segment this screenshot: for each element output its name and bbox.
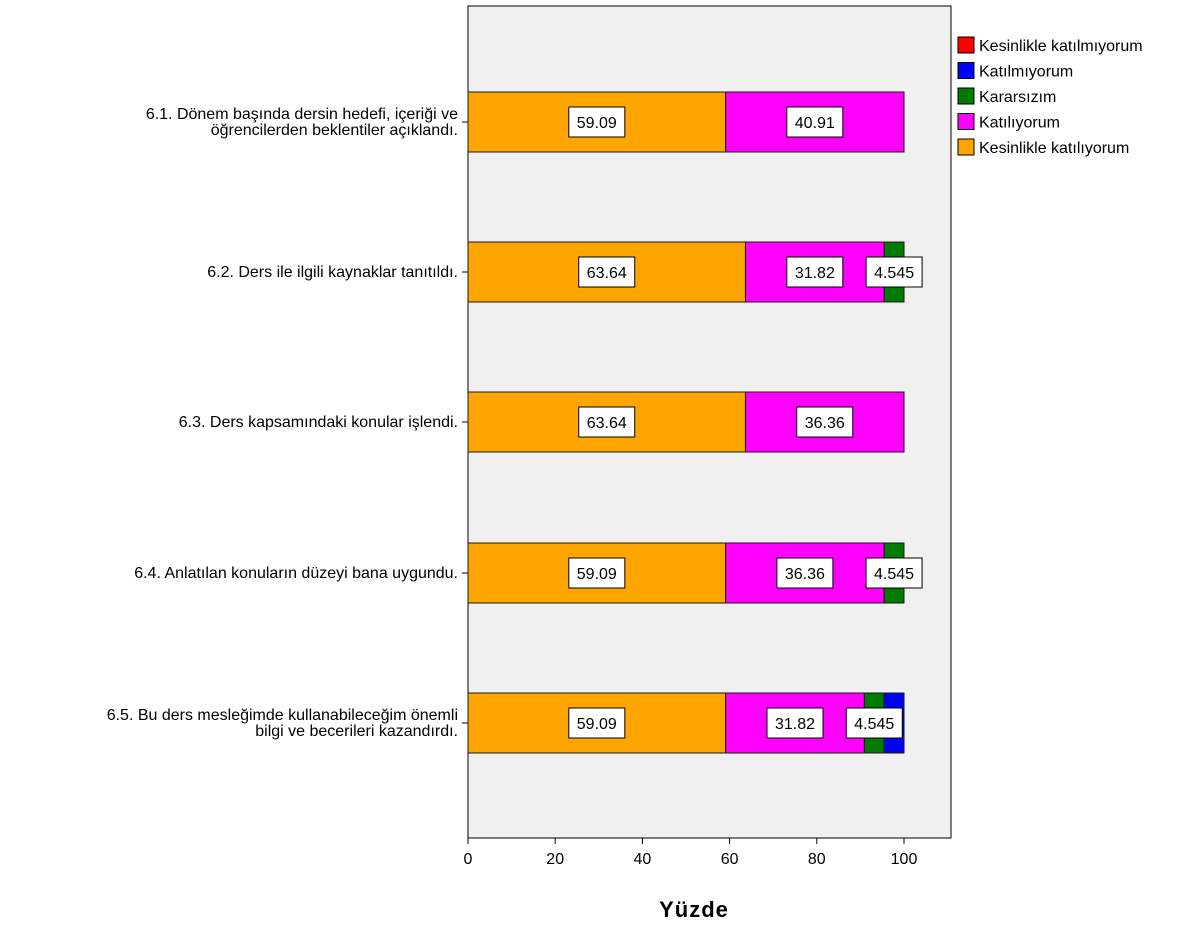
data-label-box <box>766 707 824 739</box>
data-label: 4.545 <box>854 716 894 733</box>
x-tick-label: 40 <box>634 851 652 868</box>
category-label: 6.1. Dönem başında dersin hedefi, içeriğ… <box>146 106 458 123</box>
legend-label: Katılmıyorum <box>979 64 1073 81</box>
legend-label: Kararsızım <box>979 89 1056 106</box>
data-label-box <box>568 557 626 589</box>
category-label: öğrencilerden beklentiler açıklandı. <box>211 122 458 139</box>
x-tick-label: 60 <box>721 851 739 868</box>
x-tick-label: 20 <box>546 851 564 868</box>
legend-swatch <box>957 36 975 54</box>
category-label: 6.2. Ders ile ilgili kaynaklar tanıtıldı… <box>207 264 458 281</box>
legend-swatch <box>957 62 975 79</box>
x-tick-label: 100 <box>891 851 918 868</box>
data-label-box <box>568 106 626 138</box>
data-label: 36.36 <box>785 566 825 583</box>
data-label: 59.09 <box>577 566 617 583</box>
category-label: bilgi ve becerileri kazandırdı. <box>255 723 458 740</box>
data-label-box <box>568 707 626 739</box>
legend-swatch <box>957 138 975 156</box>
data-label-box <box>796 406 854 438</box>
data-label: 4.545 <box>874 265 914 282</box>
x-tick-label: 80 <box>808 851 826 868</box>
data-label: 59.09 <box>577 716 617 733</box>
x-axis-title: Yüzde <box>659 897 729 922</box>
legend-label: Kesinlikle katılıyorum <box>979 140 1129 157</box>
data-label-box <box>578 406 636 438</box>
legend-swatch <box>957 87 975 105</box>
x-tick-label: 0 <box>464 851 473 868</box>
data-label-box <box>786 256 844 288</box>
data-label-box <box>776 557 834 589</box>
legend-swatch <box>957 113 975 130</box>
data-label: 31.82 <box>795 265 835 282</box>
data-label-box <box>578 256 636 288</box>
category-label: 6.3. Ders kapsamındaki konular işlendi. <box>179 414 458 431</box>
legend-label: Katılıyorum <box>979 115 1060 132</box>
category-label: 6.5. Bu ders mesleğimde kullanabileceğim… <box>107 707 458 724</box>
data-label-box <box>865 256 923 288</box>
data-label: 4.545 <box>874 566 914 583</box>
data-label: 63.64 <box>587 415 627 432</box>
data-label-box <box>865 557 923 589</box>
data-label: 59.09 <box>577 115 617 132</box>
category-label: 6.4. Anlatılan konuların düzeyi bana uyg… <box>134 565 458 582</box>
data-label-box <box>845 707 903 739</box>
data-label: 63.64 <box>587 265 627 282</box>
data-label: 36.36 <box>805 415 845 432</box>
legend-label: Kesinlikle katılmıyorum <box>979 38 1143 55</box>
data-label: 40.91 <box>795 115 835 132</box>
data-label-box <box>786 106 844 138</box>
data-label: 31.82 <box>775 716 815 733</box>
